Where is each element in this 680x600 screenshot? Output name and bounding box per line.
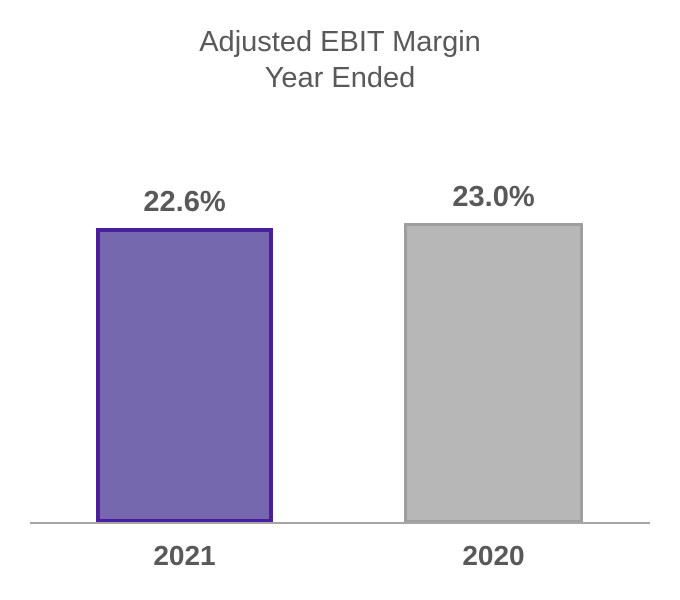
bar-2020 (404, 223, 583, 523)
data-label-2021: 22.6% (143, 186, 226, 218)
x-axis-label-2021: 2021 (153, 540, 216, 571)
bar-group-2021: 22.6% (96, 186, 273, 523)
x-axis-label-2020: 2020 (462, 540, 525, 571)
bar-group-2020: 23.0% (404, 181, 583, 523)
chart-title-line1: Adjusted EBIT Margin (199, 26, 481, 58)
chart-title: Adjusted EBIT Margin Year Ended (0, 24, 680, 96)
chart-title-line2: Year Ended (264, 62, 416, 94)
x-axis-line (30, 522, 650, 524)
data-label-2020: 23.0% (452, 181, 535, 213)
bar-2021 (96, 228, 273, 523)
